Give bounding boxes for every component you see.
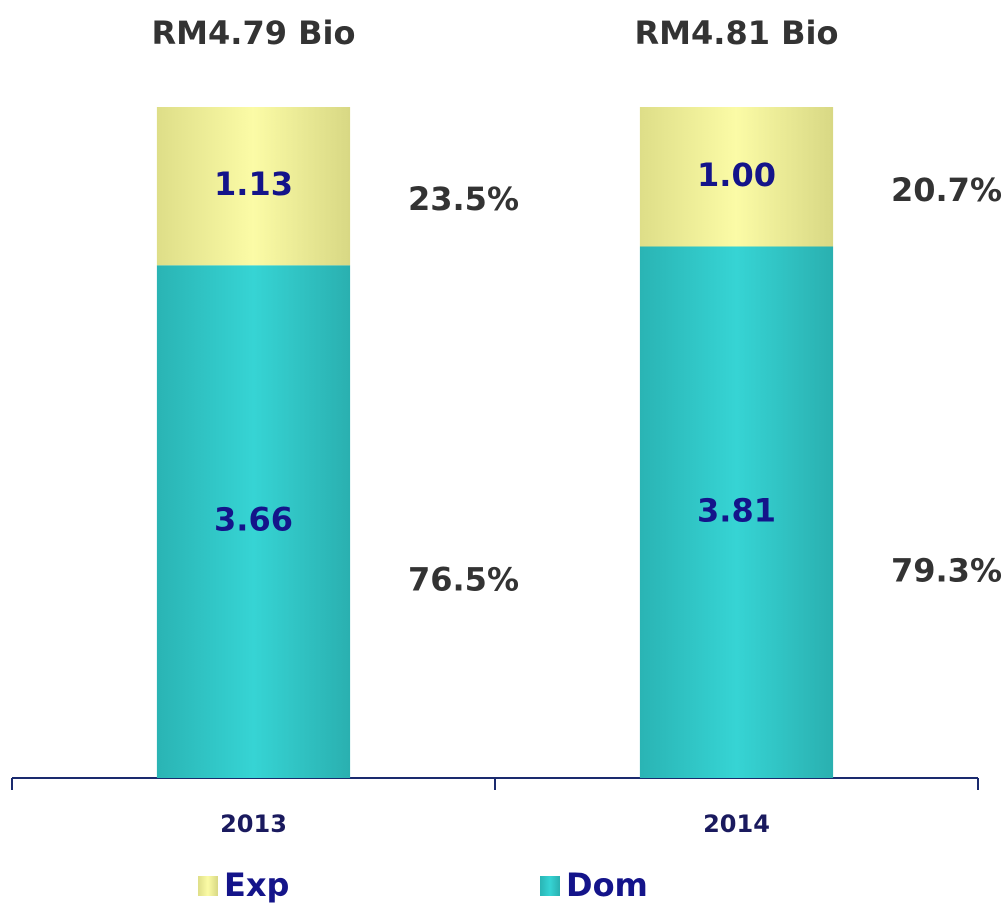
share-label: 23.5% [408,180,519,218]
bar-segment [156,265,351,778]
legend-swatch [198,876,218,896]
total-label: RM4.79 Bio [152,14,356,52]
legend-label: Dom [566,866,648,904]
data-label: 1.00 [697,156,776,194]
bar-segment [639,246,834,778]
legend-label: Exp [224,866,289,904]
data-label: 3.81 [697,491,776,529]
data-label: 3.66 [214,501,293,539]
data-label: 1.13 [214,165,293,203]
bar-segment [156,107,351,266]
x-tick-label: 2013 [220,810,287,838]
total-label: RM4.81 Bio [635,14,839,52]
share-label: 76.5% [408,561,519,599]
share-label: 20.7% [891,171,1002,209]
x-tick-label: 2014 [703,810,770,838]
bar-segment [639,107,834,247]
share-label: 79.3% [891,551,1002,589]
legend-swatch [540,876,560,896]
